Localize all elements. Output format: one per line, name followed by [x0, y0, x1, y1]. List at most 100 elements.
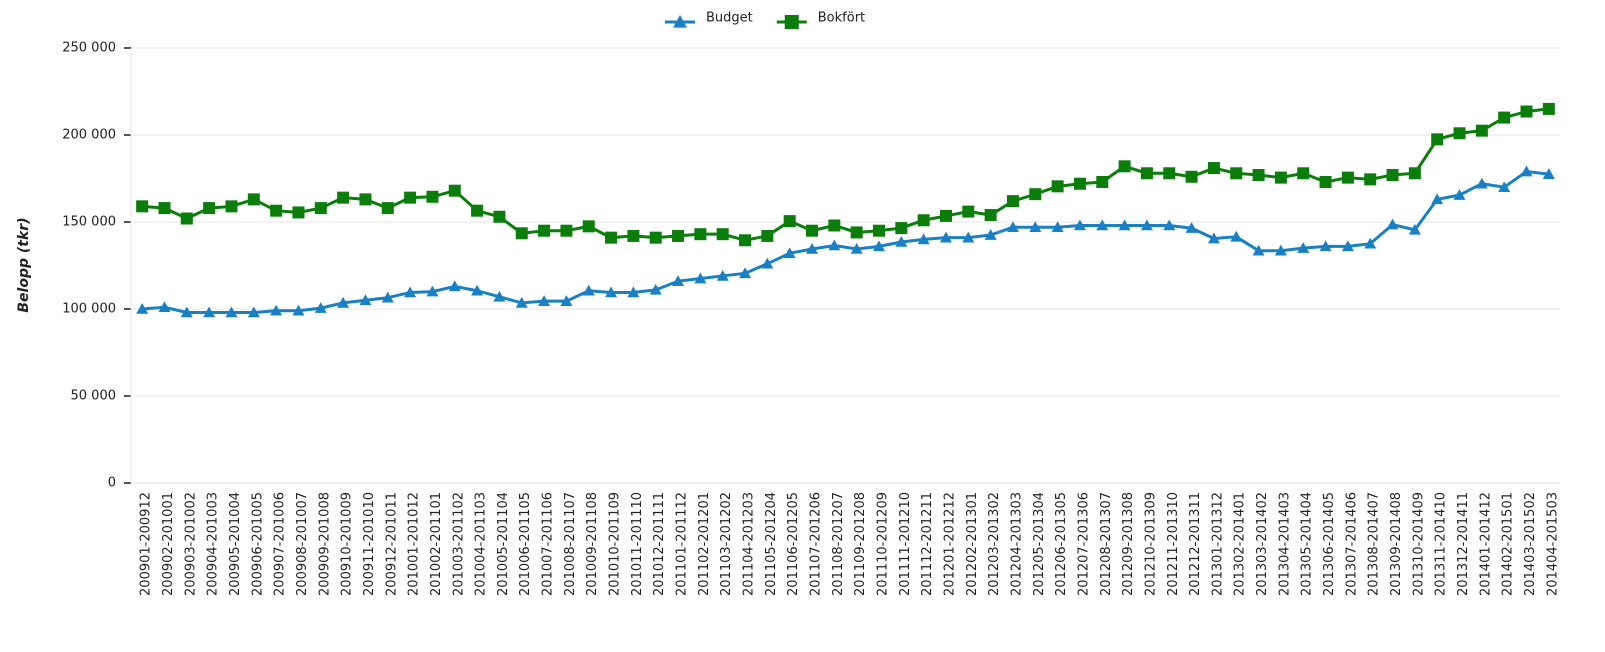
point: [1386, 218, 1399, 230]
point: [337, 296, 350, 308]
point: [1029, 188, 1042, 201]
x-tick-label: 201111-201210: [898, 492, 913, 596]
x-tick-label: 201309-201408: [1389, 492, 1404, 596]
point: [359, 294, 372, 306]
point: [203, 202, 216, 215]
x-tick-label: 201007-201106: [541, 492, 556, 596]
point: [1230, 230, 1243, 242]
point: [471, 284, 484, 296]
y-tick-label: 150 000: [62, 215, 116, 230]
x-tick-label: 201008-201107: [563, 492, 578, 596]
point: [1185, 222, 1198, 233]
x-tick-label: 201104-201203: [742, 492, 757, 596]
point: [1319, 240, 1332, 252]
point: [828, 239, 841, 251]
x-tick-label: 201312-201411: [1456, 492, 1471, 596]
x-tick-label: 201102-201201: [697, 492, 712, 596]
x-tick-label: 201301-201312: [1210, 492, 1225, 596]
point: [605, 231, 618, 244]
point: [560, 224, 573, 237]
point: [739, 234, 752, 247]
point: [180, 306, 193, 318]
point: [247, 193, 260, 206]
point: [1498, 181, 1511, 192]
point: [872, 224, 885, 237]
point: [359, 193, 372, 206]
x-tick-label: 201209-201308: [1121, 492, 1136, 596]
point: [739, 267, 752, 279]
x-tick-label: 201101-201112: [675, 492, 690, 596]
point: [448, 184, 461, 197]
point: [850, 242, 863, 254]
x-tick-label: 200904-201003: [206, 492, 221, 596]
point: [1006, 195, 1019, 208]
point: [225, 200, 238, 213]
point: [337, 191, 350, 204]
y-axis-title: Belopp (tkr): [16, 217, 32, 312]
x-tick-label: 201404-201503: [1545, 492, 1560, 596]
point: [649, 231, 662, 244]
point: [158, 301, 171, 313]
point: [1185, 170, 1198, 183]
x-tick-label: 201112-201211: [920, 492, 935, 596]
legend-label: Bokfört: [818, 11, 865, 26]
point: [1207, 162, 1220, 175]
x-tick-label: 201105-201204: [764, 492, 779, 596]
point: [426, 285, 439, 297]
point: [515, 227, 528, 240]
point: [1051, 221, 1064, 233]
x-tick-label: 200912-201011: [384, 492, 399, 596]
point: [538, 224, 551, 237]
x-tick-label: 201403-201502: [1523, 492, 1538, 596]
point: [1096, 175, 1109, 188]
x-tick-label: 201208-201307: [1099, 492, 1114, 596]
point: [1319, 175, 1332, 188]
point: [984, 229, 997, 240]
x-tick-label: 201302-201401: [1233, 492, 1248, 596]
x-tick-label: 201204-201303: [1009, 492, 1024, 596]
point: [1475, 177, 1488, 189]
point: [158, 202, 171, 215]
point: [136, 200, 149, 213]
point: [1520, 105, 1533, 118]
x-tick-label: 201012-201111: [652, 492, 667, 596]
point: [1230, 167, 1243, 180]
point: [716, 269, 729, 281]
y-tick-label: 0: [108, 476, 116, 491]
point: [627, 229, 640, 242]
x-tick-label: 201205-201304: [1032, 492, 1047, 596]
point: [939, 231, 952, 243]
legend-label: Budget: [706, 11, 753, 26]
point: [761, 257, 774, 269]
point: [203, 306, 216, 318]
point: [917, 214, 930, 227]
point: [1073, 177, 1086, 190]
point: [225, 306, 238, 318]
point: [627, 286, 640, 298]
point: [1297, 167, 1310, 180]
x-tick-label: 201207-201306: [1076, 492, 1091, 596]
x-tick-label: 201107-201206: [809, 492, 824, 596]
point: [1274, 244, 1287, 256]
point: [672, 275, 685, 286]
point: [493, 210, 506, 223]
x-tick-label: 201206-201305: [1054, 492, 1069, 596]
x-tick-label: 201202-201301: [965, 492, 980, 596]
x-tick-label: 201212-201311: [1188, 492, 1203, 596]
x-tick-label: 200903-201002: [183, 492, 198, 596]
point: [1297, 242, 1310, 253]
x-tick-label: 201304-201403: [1277, 492, 1292, 596]
point: [672, 229, 685, 242]
x-tick-label: 201011-201110: [630, 492, 645, 596]
x-tick-label: 201109-201208: [853, 492, 868, 596]
point: [649, 283, 662, 295]
point: [1051, 180, 1064, 193]
point: [872, 240, 885, 252]
x-tick-label: 201103-201202: [719, 492, 734, 596]
point: [1140, 219, 1153, 231]
point: [1520, 165, 1533, 177]
point: [1140, 167, 1153, 180]
point: [247, 306, 260, 318]
point: [515, 296, 528, 308]
x-tick-label: 201303-201402: [1255, 492, 1270, 596]
